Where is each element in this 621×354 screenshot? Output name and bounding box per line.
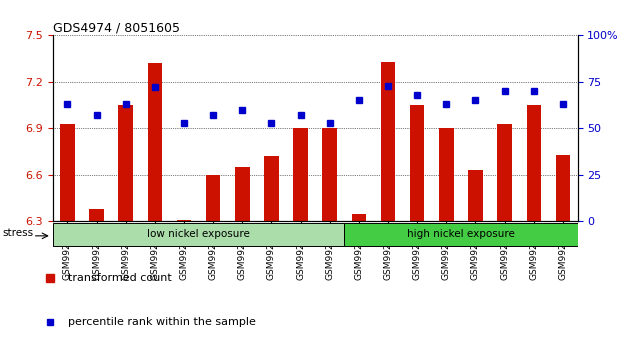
Bar (53, 223, 344, 246)
Bar (293, 128, 308, 221)
Text: high nickel exposure: high nickel exposure (407, 229, 515, 239)
Text: GDS4974 / 8051605: GDS4974 / 8051605 (53, 21, 180, 34)
Bar (381, 62, 396, 221)
Bar (344, 223, 578, 246)
Bar (89, 209, 104, 221)
Bar (410, 105, 425, 221)
Bar (468, 170, 483, 221)
Bar (177, 220, 191, 221)
Bar (556, 155, 570, 221)
Text: percentile rank within the sample: percentile rank within the sample (68, 317, 256, 327)
Text: transformed count: transformed count (68, 273, 172, 282)
Bar (206, 175, 220, 221)
Text: low nickel exposure: low nickel exposure (147, 229, 250, 239)
Bar (497, 124, 512, 221)
Text: stress: stress (2, 228, 34, 238)
Bar (60, 124, 75, 221)
Bar (527, 105, 541, 221)
Bar (351, 213, 366, 221)
Bar (235, 167, 250, 221)
Bar (264, 156, 279, 221)
Bar (322, 128, 337, 221)
Bar (119, 105, 133, 221)
Bar (148, 63, 162, 221)
Bar (439, 128, 453, 221)
